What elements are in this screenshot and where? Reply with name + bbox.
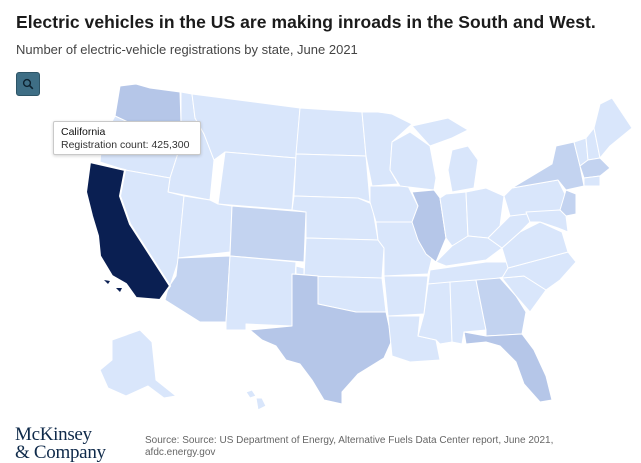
logo-line-1: McKinsey (15, 424, 92, 445)
state-hawaii[interactable] (245, 389, 267, 411)
state-michigan[interactable] (411, 117, 479, 193)
state-maine[interactable] (593, 97, 633, 159)
state-north-dakota[interactable] (295, 107, 367, 157)
state-new-mexico[interactable] (225, 255, 297, 331)
logo-line-2: & Company (15, 442, 106, 463)
magnifier-icon (22, 78, 34, 90)
state-new-jersey[interactable] (559, 189, 577, 217)
state-wyoming[interactable] (217, 151, 297, 211)
zoom-button[interactable] (16, 72, 40, 96)
state-utah[interactable] (177, 195, 233, 259)
tooltip-state-name: California (61, 126, 106, 138)
state-south-dakota[interactable] (293, 153, 371, 203)
state-texas[interactable] (249, 273, 393, 405)
state-wisconsin[interactable] (389, 131, 437, 191)
tooltip-value: Registration count: 425,300 (61, 139, 190, 151)
state-iowa[interactable] (369, 185, 419, 223)
state-north-carolina[interactable] (501, 251, 577, 291)
state-kansas[interactable] (303, 237, 385, 279)
california-islands (104, 280, 122, 292)
source-note: Source: Source: US Department of Energy,… (145, 435, 625, 459)
state-florida[interactable] (463, 331, 553, 403)
state-connecticut[interactable] (583, 175, 601, 187)
state-colorado[interactable] (229, 205, 307, 263)
chart-title: Electric vehicles in the US are making i… (16, 12, 596, 32)
mckinsey-logo: McKinsey & Company (15, 424, 145, 463)
source-line-2: afdc.energy.gov (145, 447, 216, 458)
state-georgia[interactable] (475, 277, 527, 337)
chart-subtitle: Number of electric-vehicle registrations… (16, 42, 358, 57)
map-tooltip: California Registration count: 425,300 (53, 121, 201, 155)
source-line-1: Source: Source: US Department of Energy,… (145, 435, 554, 446)
state-illinois[interactable] (411, 189, 447, 263)
state-arkansas[interactable] (383, 275, 429, 317)
state-california[interactable] (84, 160, 172, 302)
state-maryland[interactable] (525, 209, 569, 233)
state-louisiana[interactable] (387, 315, 441, 363)
state-washington[interactable] (114, 83, 182, 125)
state-alaska[interactable] (99, 329, 177, 399)
